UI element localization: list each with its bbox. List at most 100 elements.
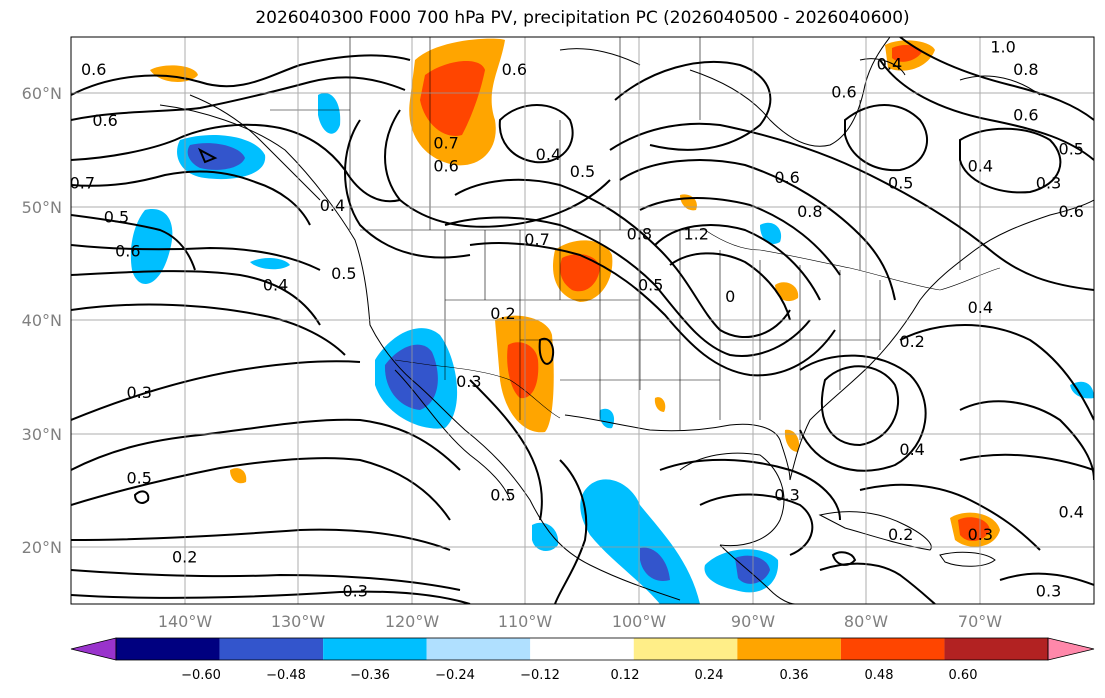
contour-label: 0.4 bbox=[1059, 502, 1084, 521]
pv-contour-line bbox=[71, 360, 361, 421]
precip-positive-region bbox=[507, 342, 539, 399]
colorbar-ticks: −0.60 −0.48 −0.36 −0.24 −0.12 0.12 0.24 … bbox=[181, 668, 977, 683]
contour-label: 0.4 bbox=[320, 196, 345, 215]
pv-contour-line bbox=[469, 242, 836, 377]
pv-contour-line bbox=[71, 569, 461, 591]
contour-label: 0.4 bbox=[899, 440, 924, 459]
lat-axis: 20°N 30°N 40°N 50°N 60°N bbox=[22, 84, 62, 557]
precip-positive-region bbox=[654, 397, 666, 412]
colorbar-segment bbox=[840, 638, 945, 660]
colorbar-tick-label: 0.24 bbox=[695, 668, 724, 683]
precip-positive-region bbox=[560, 254, 600, 292]
pv-contour-line bbox=[71, 244, 321, 271]
contour-label: 0.5 bbox=[888, 173, 913, 192]
colorbar-segments bbox=[70, 637, 1095, 661]
gridlines bbox=[71, 37, 1094, 604]
pv-contour-line bbox=[344, 119, 471, 259]
pv-contour-line bbox=[899, 324, 1094, 421]
lat-label: 20°N bbox=[22, 538, 62, 557]
precip-negative-region bbox=[384, 344, 438, 410]
lon-label: 140°W bbox=[158, 612, 213, 631]
pv-contour-line bbox=[619, 159, 896, 301]
precip-negative-region bbox=[187, 143, 245, 170]
contour-label: 0.3 bbox=[456, 372, 481, 391]
colorbar-segment bbox=[426, 638, 531, 660]
pv-contour-line bbox=[999, 572, 1094, 586]
contour-label: 1.2 bbox=[683, 224, 708, 243]
pv-contour-line bbox=[71, 528, 451, 551]
contour-label: 0.5 bbox=[331, 264, 356, 283]
precip-shading bbox=[130, 38, 1094, 604]
pv-contour-line bbox=[659, 458, 841, 521]
contour-label: 0.6 bbox=[502, 60, 527, 79]
pv-contour-line bbox=[799, 354, 927, 472]
contour-label: 0.6 bbox=[1059, 202, 1084, 221]
coastline-hudson-bay bbox=[689, 37, 891, 147]
lon-label: 70°W bbox=[958, 612, 1002, 631]
contour-label: 0.3 bbox=[126, 383, 151, 402]
contour-label: 0.4 bbox=[968, 298, 993, 317]
pv-contour-line bbox=[639, 197, 841, 276]
pv-contour-line bbox=[198, 147, 218, 164]
colorbar-tick-label: 0.36 bbox=[780, 668, 809, 683]
colorbar-extend-high bbox=[1047, 637, 1095, 661]
contour-label: 0.3 bbox=[1036, 582, 1061, 601]
pv-contour-line bbox=[71, 123, 401, 203]
precip-negative-region bbox=[532, 522, 559, 552]
coastline-baja bbox=[394, 369, 511, 501]
pv-contour-line bbox=[820, 365, 900, 447]
contour-label: 0.6 bbox=[92, 111, 117, 130]
colorbar-tick-label: 0.48 bbox=[865, 668, 894, 683]
colorbar-segment bbox=[633, 638, 738, 660]
borders bbox=[270, 37, 1001, 440]
pv-contour-line bbox=[609, 122, 1094, 291]
contour-label: 0.6 bbox=[774, 168, 799, 187]
contour-label: 0.5 bbox=[1059, 139, 1084, 158]
colorbar-tick-label: −0.36 bbox=[350, 668, 390, 683]
contour-label: 0.2 bbox=[490, 304, 515, 323]
contour-label: 0.6 bbox=[1013, 105, 1038, 124]
pv-contour-line bbox=[444, 216, 811, 357]
chart-title: 2026040300 F000 700 hPa PV, precipitatio… bbox=[255, 8, 910, 28]
pv-contour-line bbox=[614, 61, 772, 151]
border-state-lines bbox=[444, 230, 881, 440]
pv-contour-line bbox=[71, 270, 321, 326]
contour-label: 0.2 bbox=[172, 548, 197, 567]
pv-contour-line bbox=[699, 493, 814, 556]
colorbar-tick-label: −0.24 bbox=[435, 668, 475, 683]
lon-label: 90°W bbox=[731, 612, 775, 631]
precip-negative-region bbox=[760, 222, 782, 245]
pv-contour-line bbox=[959, 400, 1094, 481]
pv-contour-line bbox=[71, 214, 196, 271]
contour-label: 0.3 bbox=[968, 525, 993, 544]
pv-contour-line bbox=[71, 303, 346, 356]
pv-contour-line bbox=[454, 178, 791, 339]
contour-label: 0.3 bbox=[342, 582, 367, 601]
precip-negative-region bbox=[130, 209, 173, 284]
pv-contour-line bbox=[554, 459, 588, 604]
lat-label: 50°N bbox=[22, 198, 62, 217]
precip-negative-region bbox=[599, 408, 615, 429]
contour-label: 0.2 bbox=[899, 332, 924, 351]
precip-positive-region bbox=[892, 45, 922, 62]
contour-label: 0.7 bbox=[433, 134, 458, 153]
contour-label: 0.6 bbox=[115, 241, 140, 260]
lon-label: 110°W bbox=[498, 612, 553, 631]
colorbar-segment bbox=[737, 638, 841, 660]
contour-label: 0.7 bbox=[524, 230, 549, 249]
colorbar-frame bbox=[115, 637, 1049, 661]
pv-contour-line bbox=[831, 551, 857, 566]
lat-label: 40°N bbox=[22, 311, 62, 330]
precip-positive-region bbox=[784, 429, 800, 452]
coastline-east-coast bbox=[789, 199, 1094, 481]
map-frame bbox=[70, 36, 1095, 605]
precip-positive-region bbox=[230, 468, 247, 484]
contour-labels: 0.6 0.6 0.7 0.5 0.6 0.4 0.5 0.4 0.7 0.6 0.6 0.4 0.5 0… bbox=[71, 37, 1084, 601]
contour-label: 0.5 bbox=[570, 162, 595, 181]
lon-axis: 140°W 130°W 120°W 110°W 100°W 90°W 80°W … bbox=[158, 612, 1002, 631]
pv-contour-line bbox=[498, 104, 574, 164]
precip-negative-region bbox=[640, 547, 670, 581]
coastlines bbox=[159, 37, 1094, 604]
border-canada-us bbox=[360, 229, 1001, 291]
